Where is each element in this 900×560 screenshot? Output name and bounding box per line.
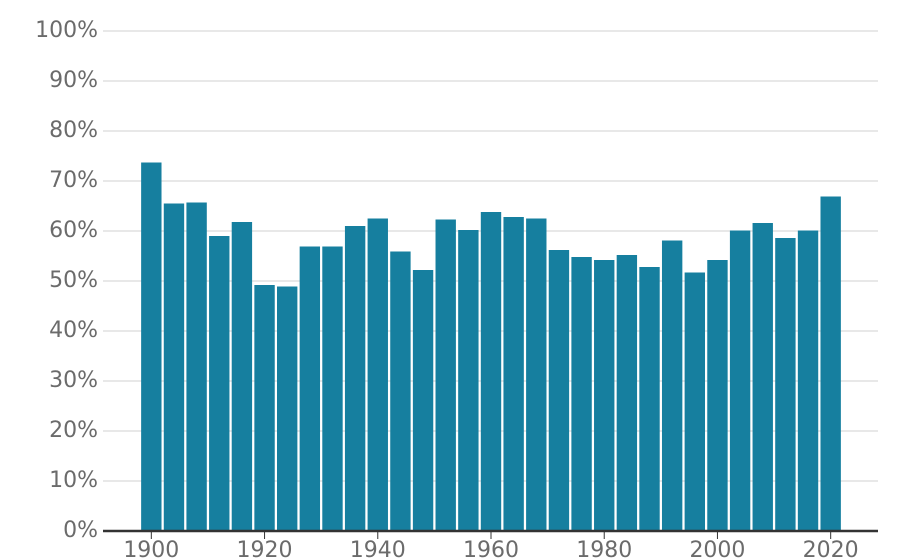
bar [322,246,343,531]
bar [594,260,615,531]
bar [775,238,796,531]
y-tick-label: 20% [49,418,98,443]
bar [209,236,230,531]
x-tick-label: 1960 [463,538,519,560]
bar [299,246,321,531]
bar [639,267,660,531]
bar [684,272,705,531]
x-tick-label: 2020 [803,538,859,560]
bar [797,230,819,531]
y-tick-label: 0% [63,518,98,543]
bar [526,218,547,531]
bar [254,285,275,531]
bar [503,217,524,531]
bar [231,222,253,531]
bar [820,196,841,531]
bar [752,223,773,531]
x-tick-label: 1920 [237,538,293,560]
x-tick-label: 1940 [350,538,406,560]
y-tick-label: 50% [49,268,98,293]
bar [186,202,207,531]
x-tick-label: 2000 [689,538,745,560]
y-tick-label: 60% [49,218,98,243]
bar [141,162,162,531]
bar [390,251,411,531]
bar [412,270,434,531]
bar [729,230,751,531]
bar [661,240,683,531]
bar [163,203,185,531]
bar [344,226,366,531]
bar [277,286,298,531]
y-tick-label: 100% [35,18,98,43]
bar [435,219,456,531]
x-tick-label: 1900 [123,538,179,560]
bar [548,250,570,531]
y-tick-label: 80% [49,118,98,143]
y-tick-label: 30% [49,368,98,393]
bar [480,212,502,531]
y-tick-label: 90% [49,68,98,93]
bar [707,260,728,531]
bar [367,218,388,531]
y-tick-label: 70% [49,168,98,193]
bar [616,255,638,531]
y-tick-label: 10% [49,468,98,493]
bar [458,230,479,531]
x-tick-label: 1980 [576,538,632,560]
y-tick-label: 40% [49,318,98,343]
bar [571,257,592,531]
